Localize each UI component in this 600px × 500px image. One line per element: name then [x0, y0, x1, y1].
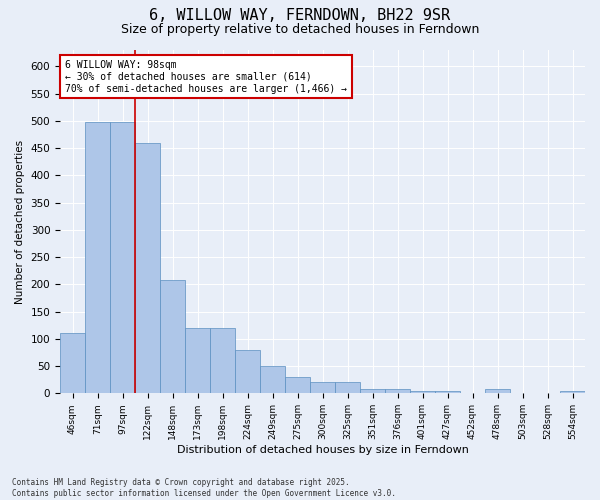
Bar: [185, 328, 210, 394]
Text: 6, WILLOW WAY, FERNDOWN, BH22 9SR: 6, WILLOW WAY, FERNDOWN, BH22 9SR: [149, 8, 451, 22]
Bar: [60, 334, 85, 394]
X-axis label: Distribution of detached houses by size in Ferndown: Distribution of detached houses by size …: [176, 445, 469, 455]
Text: Contains HM Land Registry data © Crown copyright and database right 2025.
Contai: Contains HM Land Registry data © Crown c…: [12, 478, 396, 498]
Bar: [210, 328, 235, 394]
Bar: [110, 122, 135, 394]
Bar: [260, 366, 285, 394]
Bar: [285, 377, 310, 394]
Bar: [410, 390, 435, 394]
Bar: [135, 142, 160, 394]
Text: Size of property relative to detached houses in Ferndown: Size of property relative to detached ho…: [121, 22, 479, 36]
Text: 6 WILLOW WAY: 98sqm
← 30% of detached houses are smaller (614)
70% of semi-detac: 6 WILLOW WAY: 98sqm ← 30% of detached ho…: [65, 60, 347, 94]
Y-axis label: Number of detached properties: Number of detached properties: [15, 140, 25, 304]
Bar: [485, 389, 510, 394]
Bar: [85, 122, 110, 394]
Bar: [235, 350, 260, 394]
Bar: [360, 389, 385, 394]
Bar: [310, 382, 335, 394]
Bar: [335, 382, 360, 394]
Bar: [385, 389, 410, 394]
Bar: [435, 390, 460, 394]
Bar: [160, 280, 185, 394]
Bar: [560, 390, 585, 394]
